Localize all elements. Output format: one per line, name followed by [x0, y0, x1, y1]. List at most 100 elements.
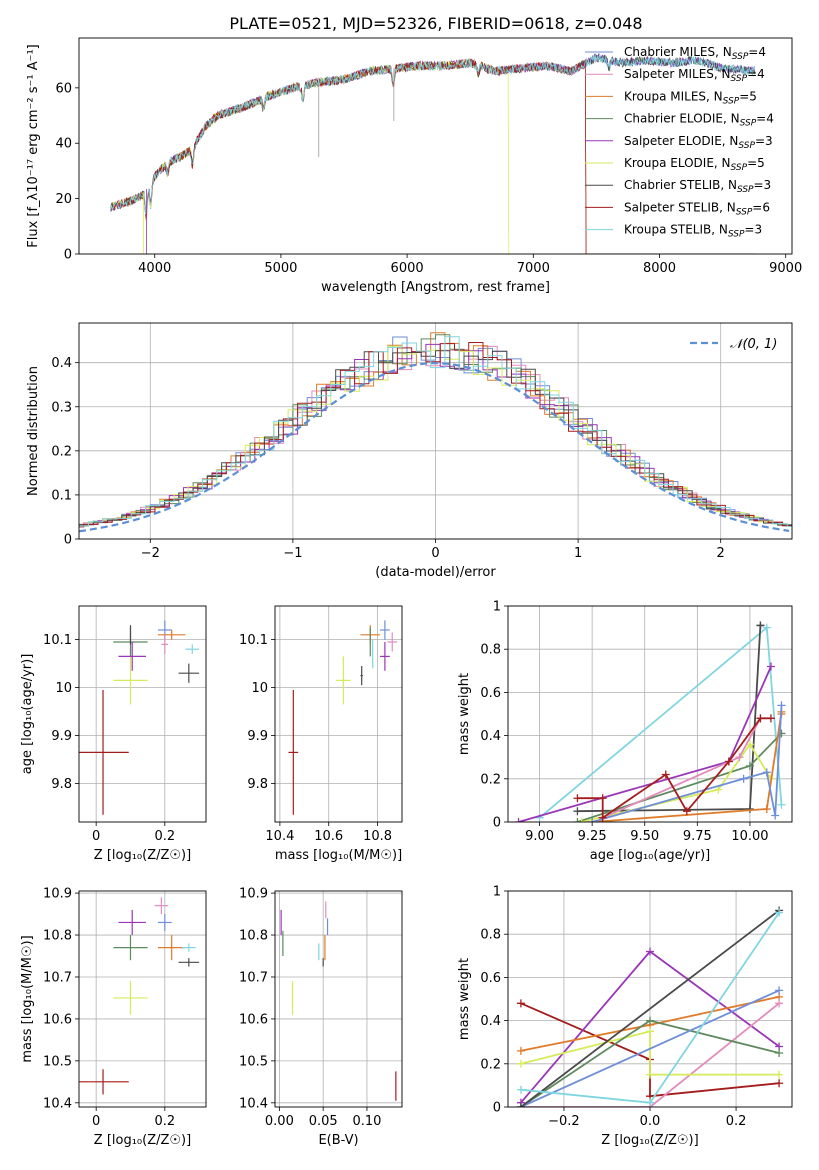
y-tick-label: 10.9 — [239, 887, 268, 902]
y-tick-label: 10.8 — [43, 929, 72, 944]
y-axis-label: Flux [f_λ10⁻¹⁷ erg cm⁻² s⁻¹ A⁻¹] — [26, 44, 41, 248]
x-tick-label: 10.00 — [731, 829, 768, 844]
y-tick-label: 1 — [493, 600, 501, 615]
y-tick-label: 0.4 — [480, 729, 501, 744]
errorbar-point — [178, 958, 200, 967]
x-tick-label: 9.50 — [630, 829, 659, 844]
x-tick-label: 0.10 — [352, 1114, 381, 1129]
x-axis-label: Z [log₁₀(Z/Z☉)] — [601, 1133, 698, 1148]
plot-area — [79, 897, 200, 1095]
weight-marker — [775, 1049, 784, 1057]
plot-area — [288, 620, 398, 815]
legend-entry: Kroupa ELODIE, NSSP=5 — [624, 156, 765, 173]
weight-marker — [775, 1079, 784, 1088]
x-tick-label: 1 — [574, 546, 582, 561]
errorbar-point — [157, 935, 186, 961]
errorbar-point — [154, 897, 169, 915]
axes-frame — [78, 605, 207, 823]
gaussian-curve — [79, 361, 790, 533]
weight-marker — [516, 999, 525, 1008]
weight-marker — [745, 761, 754, 770]
legend-entry: 𝒩(0, 1) — [730, 337, 777, 352]
weight-marker — [646, 947, 654, 956]
plot-area — [79, 620, 200, 815]
y-tick-label: 10.9 — [43, 887, 72, 902]
x-axis-label: Z [log₁₀(Z/Z☉)] — [94, 1133, 191, 1148]
weight-marker — [775, 1070, 784, 1079]
weight-marker — [682, 807, 691, 816]
x-tick-label: 0.2 — [154, 829, 175, 844]
x-tick-label: −2 — [141, 546, 160, 561]
weight-marker — [646, 1070, 654, 1079]
y-tick-label: 0.4 — [480, 1014, 501, 1029]
y-tick-label: 10.5 — [239, 1054, 268, 1069]
y-tick-label: 0.6 — [480, 971, 501, 986]
x-tick-label: 9.00 — [525, 829, 554, 844]
y-tick-label: 10.4 — [239, 1096, 268, 1111]
y-tick-label: 1 — [493, 885, 501, 900]
plot-layer: 4000 5000 6000 7000 8000 90000204060wavelengt… — [20, 37, 802, 1148]
histogram-series — [79, 334, 792, 528]
y-tick-label: 0.1 — [51, 488, 72, 503]
y-tick-label: 10.4 — [43, 1096, 72, 1111]
x-tick-label: 6000 — [391, 261, 424, 276]
weight-marker — [573, 794, 582, 803]
x-tick-label: 0 — [92, 829, 100, 844]
weight-marker — [777, 800, 786, 809]
x-tick-label: 2 — [717, 546, 725, 561]
errorbar-point — [380, 642, 390, 671]
weight-marker — [646, 1016, 654, 1025]
errorbar-point — [79, 1069, 129, 1095]
y-tick-label: 40 — [55, 137, 72, 152]
errorbar-point — [79, 690, 129, 815]
y-tick-label: 0.8 — [480, 643, 501, 658]
weight-series — [520, 1030, 780, 1076]
errorbar-point — [181, 943, 196, 952]
y-tick-label: 0.2 — [480, 772, 501, 787]
weight-marker — [756, 621, 765, 630]
axes-residuals: −2 −1 0 1 2 0 0.1 0.2 0.3 0.4 (data-model)/error No… — [26, 322, 793, 580]
weight-marker — [735, 753, 744, 762]
weight-marker — [775, 999, 784, 1008]
y-tick-label: 10 — [55, 681, 72, 696]
legend-entry: Salpeter MILES, NSSP=4 — [624, 67, 765, 84]
y-tick-label: 20 — [55, 192, 72, 207]
histogram-series — [79, 336, 792, 527]
x-tick-label: 9.75 — [683, 829, 712, 844]
axes-mass-weight-vs-Z: −0.2 0.0 0.2 0 0.2 0.4 0.6 0.8 1 Z [log₁₀(Z/Z☉)] m… — [457, 885, 793, 1148]
weight-marker — [771, 811, 780, 820]
errorbar-point — [118, 909, 146, 936]
y-tick-label: 10.1 — [239, 633, 268, 648]
x-tick-label: 4000 — [138, 261, 171, 276]
errorbar-point — [178, 663, 200, 683]
errorbar-point — [161, 634, 169, 654]
spectrum-line — [110, 54, 756, 216]
y-tick-label: 9.9 — [247, 729, 268, 744]
legend-entry: Chabrier ELODIE, NSSP=4 — [624, 112, 774, 129]
weight-marker — [739, 774, 748, 783]
weight-marker — [516, 1085, 525, 1094]
y-axis-label: age [log₁₀(age/yr)] — [20, 654, 35, 775]
weight-marker — [724, 757, 733, 766]
weight-marker — [573, 818, 582, 822]
weight-series — [520, 989, 780, 1107]
x-axis-label: (data-model)/error — [375, 565, 496, 580]
y-tick-label: 0.3 — [51, 400, 72, 415]
errorbar-point — [113, 935, 148, 961]
y-tick-label: 10.6 — [239, 1012, 268, 1027]
weight-marker — [661, 770, 670, 779]
axes-frame — [274, 890, 403, 1108]
errorbar-point — [185, 644, 200, 654]
x-tick-label: 0.2 — [154, 1114, 175, 1129]
x-tick-label: 0 — [431, 546, 439, 561]
x-tick-label: 0.2 — [726, 1114, 747, 1129]
y-tick-label: 9.8 — [51, 777, 72, 792]
axes-frame — [78, 37, 793, 255]
y-tick-label: 10.7 — [43, 970, 72, 985]
weight-marker — [577, 818, 586, 822]
x-axis-label: Z [log₁₀(Z/Z☉)] — [94, 848, 191, 863]
weight-marker — [762, 623, 771, 632]
axes-age-vs-Z: 0 0.2 9.8 9.9 10 10.1 Z [log₁₀(Z/Z☉)] age [log₁… — [20, 605, 207, 863]
y-tick-label: 0.6 — [480, 686, 501, 701]
weight-marker — [775, 908, 784, 917]
